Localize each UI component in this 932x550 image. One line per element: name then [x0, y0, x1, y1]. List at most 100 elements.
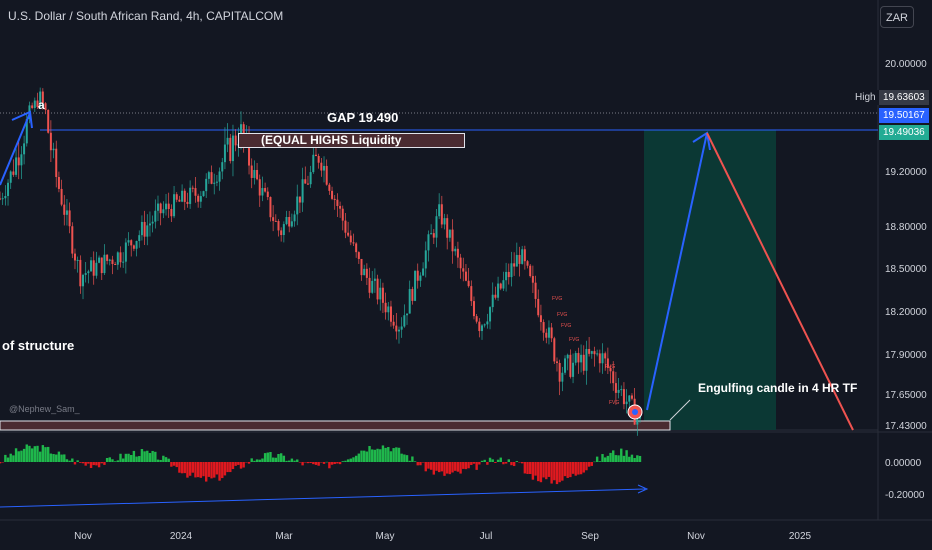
- candle-body: [242, 124, 245, 140]
- candle-body: [539, 315, 542, 323]
- oscillator-bar: [400, 453, 403, 462]
- candle-body: [309, 172, 312, 185]
- candle-body: [47, 109, 50, 133]
- candle-body: [95, 262, 98, 276]
- level-tag-value: 19.50167: [879, 108, 929, 123]
- candle-body: [606, 358, 609, 369]
- candle-body: [122, 261, 125, 263]
- candle-body: [357, 252, 360, 259]
- oscillator-bar: [156, 459, 160, 462]
- oscillator-bar: [598, 461, 602, 462]
- oscillator-bar: [55, 454, 58, 462]
- candle-body: [98, 257, 101, 263]
- candle-body: [547, 327, 550, 338]
- candle-body: [470, 286, 473, 302]
- candle-body: [312, 154, 315, 173]
- oscillator-histogram: [0, 444, 642, 485]
- oscillator-bar: [162, 455, 165, 462]
- candle-body: [266, 191, 269, 198]
- candle-body: [454, 248, 457, 252]
- oscillator-bar: [435, 462, 438, 471]
- candle-body: [170, 208, 173, 217]
- candle-body: [381, 287, 384, 303]
- osc-y-tick: 0.00000: [885, 458, 922, 469]
- osc-y-tick: -0.20000: [885, 490, 925, 501]
- oscillator-bar: [247, 462, 251, 464]
- oscillator-bar: [617, 455, 620, 462]
- candle-body: [84, 273, 87, 275]
- currency-button[interactable]: ZAR: [880, 6, 914, 28]
- oscillator-bar: [215, 462, 219, 475]
- y-tick: 17.65000: [885, 390, 927, 401]
- candle-body: [331, 190, 334, 199]
- oscillator-bar: [630, 454, 634, 462]
- oscillator-bar: [579, 462, 583, 475]
- candle-body: [521, 249, 524, 264]
- candle-body: [189, 187, 192, 204]
- candle-body: [60, 188, 63, 205]
- candle-body: [467, 280, 470, 287]
- oscillator-bar: [346, 459, 350, 462]
- oscillator-bar: [628, 456, 631, 462]
- candle-body: [408, 289, 411, 314]
- oscillator-bar: [105, 457, 109, 462]
- oscillator-bar: [213, 462, 216, 478]
- fvg-label: FVG: [557, 312, 567, 318]
- candle-body: [620, 389, 623, 391]
- candle-body: [486, 321, 489, 325]
- oscillator-bar: [620, 448, 623, 462]
- candle-body: [440, 204, 443, 225]
- oscillator-bar: [486, 462, 489, 465]
- candle-body: [250, 165, 253, 178]
- oscillator-bar: [119, 453, 122, 462]
- candle-body: [379, 287, 382, 300]
- oscillator-bar: [488, 457, 492, 462]
- oscillator-bar: [555, 462, 559, 485]
- oscillator-bar: [33, 446, 37, 462]
- oscillator-bar: [384, 447, 387, 462]
- candle-body: [499, 283, 502, 289]
- candle-body: [175, 194, 178, 200]
- candle-body: [124, 242, 127, 262]
- candle-body: [218, 171, 221, 182]
- oscillator-bar: [470, 462, 473, 466]
- oscillator-bar: [154, 451, 157, 462]
- oscillator-bar: [427, 462, 430, 469]
- oscillator-bar: [379, 449, 382, 462]
- candle-body: [12, 171, 15, 175]
- candle-body: [221, 162, 224, 172]
- oscillator-bar: [547, 462, 551, 477]
- candle-body: [518, 254, 521, 264]
- candle-body: [15, 157, 18, 175]
- oscillator-bar: [258, 459, 261, 462]
- candle-body: [207, 172, 210, 179]
- candle-body: [1, 198, 4, 200]
- oscillator-bar: [526, 462, 529, 475]
- oscillator-bar: [135, 456, 138, 462]
- candle-body: [181, 190, 184, 202]
- oscillator-bar: [250, 458, 253, 462]
- x-tick: Jul: [480, 531, 493, 542]
- candle-body: [510, 263, 513, 278]
- candle-body: [424, 250, 427, 269]
- candle-body: [414, 270, 417, 301]
- candle-body: [435, 216, 438, 238]
- oscillator-bar: [529, 462, 532, 474]
- oscillator-bar: [20, 450, 23, 462]
- candle-body: [23, 143, 26, 155]
- candle-body: [419, 275, 422, 281]
- candle-body: [215, 181, 218, 183]
- oscillator-bar: [210, 462, 213, 479]
- oscillator-bar: [0, 462, 2, 464]
- oscillator-bar: [314, 462, 318, 465]
- oscillator-bar: [480, 460, 484, 462]
- oscillator-bar: [595, 456, 599, 462]
- candle-body: [213, 182, 216, 184]
- candle-body: [427, 234, 430, 251]
- candle-body: [593, 351, 596, 355]
- candle-body: [231, 135, 234, 162]
- oscillator-bar: [454, 462, 457, 471]
- candle-body: [352, 242, 355, 244]
- candle-body: [132, 245, 135, 249]
